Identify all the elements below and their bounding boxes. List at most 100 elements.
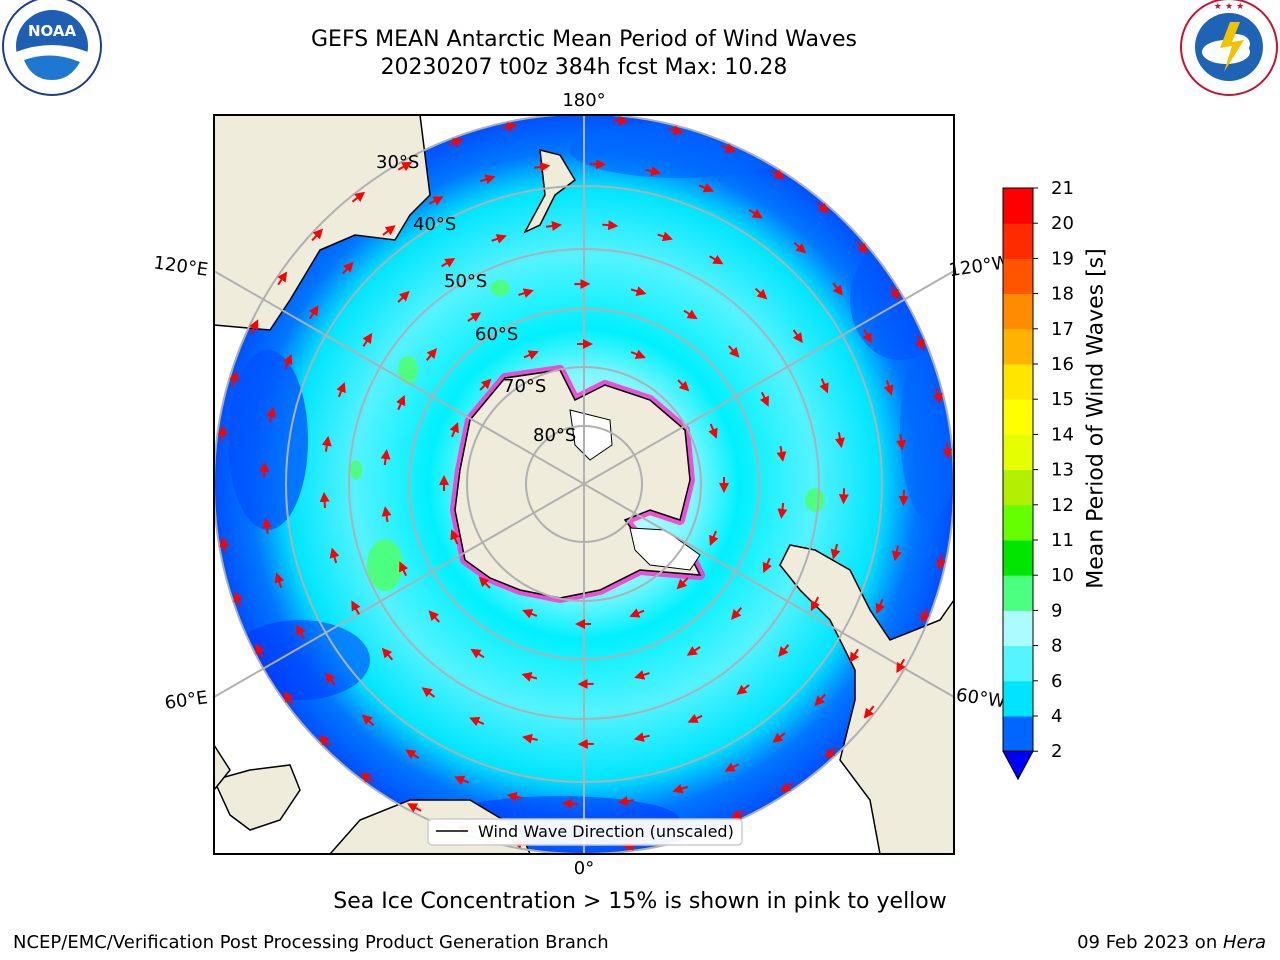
wind-arrow (362, 332, 373, 347)
new-zealand (523, 149, 576, 234)
wind-arrow (932, 387, 943, 404)
wind-arrow (942, 443, 953, 460)
wind-arrow (522, 609, 538, 619)
wind-arrow (522, 733, 538, 744)
wind-arrow (421, 687, 436, 698)
wind-arrow (448, 138, 464, 148)
lon-label-bottom: 0° (574, 858, 594, 879)
wind-arrow (266, 406, 277, 423)
wind-arrow (534, 162, 551, 172)
wind-arrow (521, 672, 538, 682)
noaa-logo: NOAA (2, 0, 102, 96)
wind-arrow (479, 174, 496, 185)
wind-arrow (630, 286, 647, 296)
colorbar-segment (1003, 575, 1033, 611)
wind-arrow (832, 282, 843, 296)
wind-arrow (830, 543, 841, 560)
graticule (214, 115, 954, 854)
wind-arrow (724, 762, 740, 772)
colorbar-segment (1003, 469, 1033, 506)
colorbar-tick-label: 20 (1051, 213, 1074, 234)
colorbar-tick-label: 2 (1051, 741, 1062, 762)
wind-arrow (776, 445, 787, 462)
wind-arrow (793, 242, 807, 254)
colorbar-segment (1003, 540, 1033, 576)
footer-credit: NCEP/EMC/Verification Post Processing Pr… (13, 932, 609, 953)
colorbar-tick-label: 8 (1051, 636, 1062, 657)
wind-arrow (382, 225, 396, 236)
wind-arrow (425, 348, 437, 361)
colorbar-segment (1003, 680, 1033, 717)
wind-arrow (709, 530, 719, 546)
colorbar-segment (1003, 188, 1033, 224)
wind-arrow (478, 576, 491, 589)
colorbar-tick-label: 6 (1051, 671, 1062, 692)
wind-arrow (479, 378, 492, 391)
lon-label-60w: 60°W (955, 685, 1007, 713)
wind-arrow (875, 598, 885, 614)
wind-arrow (506, 791, 523, 802)
wind-arrow (449, 422, 459, 438)
wind-arrow (936, 554, 946, 571)
caption: Sea Ice Concentration > 15% is shown in … (333, 889, 947, 914)
wind-arrow (602, 220, 619, 231)
wind-arrow (792, 329, 803, 344)
wind-arrow (397, 290, 410, 303)
wind-arrow (835, 432, 845, 449)
legend-label: Wind Wave Direction (unscaled) (478, 822, 734, 841)
wind-arrow (342, 261, 354, 275)
wind-arrow (229, 370, 239, 387)
chart-subtitle: 20230207 t00z 384h fcst Max: 10.28 (380, 55, 788, 80)
colorbar-tick-label: 21 (1051, 178, 1074, 199)
wind-arrow (863, 705, 875, 719)
wind-arrow (730, 809, 746, 819)
latitude-labels: 30°S 40°S 50°S 60°S 70°S 80°S (376, 152, 576, 446)
wind-arrow (277, 271, 288, 286)
colorbar-segment (1003, 223, 1033, 259)
map-frame (213, 114, 955, 855)
colorbar-tick-label: 4 (1051, 706, 1062, 727)
wind-arrow (634, 670, 650, 680)
lon-label-top: 180° (562, 90, 605, 111)
wind-arrow (406, 803, 422, 813)
wind-arrow (819, 378, 829, 394)
wind-arrow (319, 491, 330, 508)
wind-arrow (545, 221, 562, 231)
wind-arrow (816, 202, 830, 214)
wind-arrow (321, 435, 332, 452)
colorbar-segment (1003, 645, 1033, 682)
colorbar-segment (1003, 293, 1033, 330)
wind-arrow (518, 288, 534, 298)
wind-arrow (889, 285, 900, 301)
wind-arrow (762, 557, 772, 574)
wind-arrow (617, 796, 634, 806)
colorbar-segment (1003, 610, 1033, 647)
lon-label-60e: 60°E (163, 687, 209, 714)
footer-date-text: 09 Feb 2023 on (1077, 932, 1223, 953)
wind-arrow (849, 648, 860, 663)
colorbar-tick-label: 13 (1051, 460, 1074, 481)
wind-arrow (633, 732, 650, 742)
wind-arrow (351, 600, 361, 615)
wind-arrow (754, 287, 768, 300)
chart-title: GEFS MEAN Antarctic Mean Period of Wind … (311, 27, 857, 52)
wind-arrow (397, 161, 413, 172)
wind-arrow (920, 607, 930, 624)
wind-arrow (630, 349, 646, 359)
wind-arrow (217, 425, 228, 442)
colorbar-segment (1003, 328, 1033, 365)
wind-arrow (728, 345, 740, 358)
wind-arrow (336, 382, 346, 398)
wind-direction-arrows (217, 115, 953, 851)
wind-arrow (915, 335, 925, 351)
wind-arrow (645, 166, 662, 177)
wind-arrow (274, 572, 285, 589)
antarctica (450, 365, 705, 603)
wind-arrow (318, 734, 331, 748)
wind-arrow (405, 749, 420, 760)
wind-arrow (351, 191, 366, 203)
wind-arrow (325, 672, 336, 686)
wind-arrow (698, 183, 714, 193)
wind-arrow (428, 196, 444, 206)
